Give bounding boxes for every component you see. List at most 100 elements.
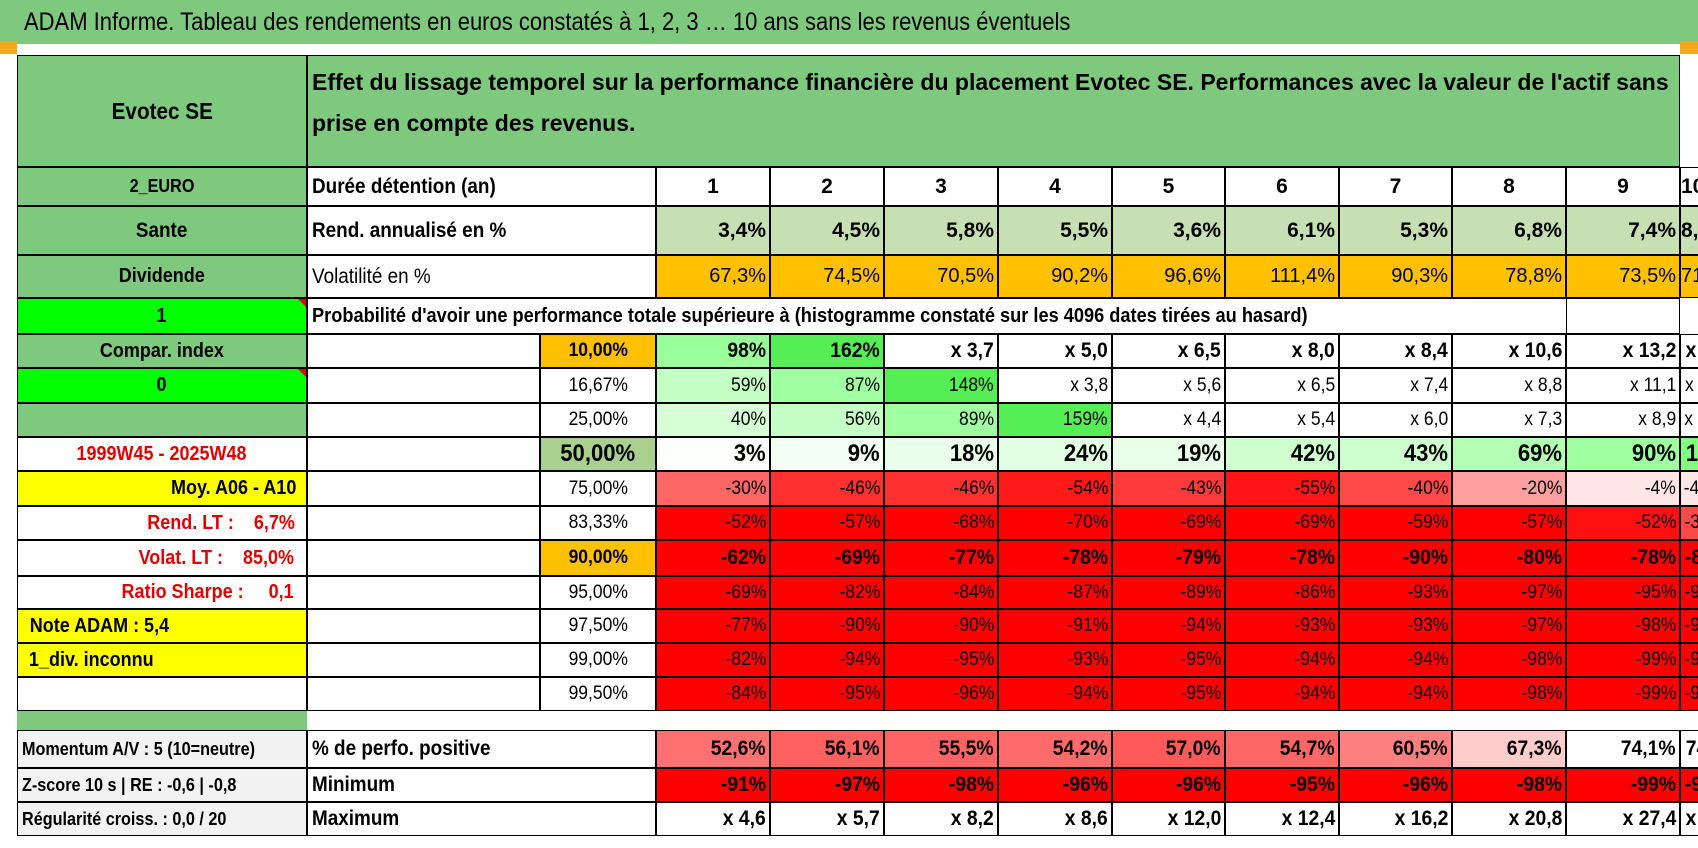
percentile-label-text: 16,67% [568, 374, 628, 396]
percentile-label: 99,50% [540, 677, 656, 711]
percentile-value: 19% [1112, 437, 1225, 471]
summary-value: -97% [770, 768, 884, 802]
left-cell-0: Evotec SE [17, 55, 307, 167]
percentile-value: -98% [1452, 677, 1566, 711]
percentile-value-text: -46% [839, 477, 880, 499]
year-header-text: 4 [1049, 174, 1061, 198]
summary-value-text: -95% [1289, 773, 1335, 796]
percentile-value-text: 42% [1290, 440, 1335, 467]
left-cell-15 [17, 677, 307, 711]
percentile-value-text: x 10,6 [1508, 339, 1562, 362]
percentile-value: -87% [998, 576, 1112, 609]
percentile-label: 95,00% [540, 576, 656, 609]
percentile-value-text: x 9,4 [1684, 409, 1698, 430]
title-bar: ADAM Informe. Tableau des rendements en … [0, 0, 1698, 44]
summary-value-text: 55,5% [939, 737, 994, 760]
percentile-value: -79% [1112, 540, 1225, 576]
rend-value: 8,2% [1680, 206, 1698, 255]
left-cell-10-text: Rend. LT : 6,7% [147, 511, 295, 534]
left-cell-13: Note ADAM : 5,4 [17, 609, 307, 643]
percentile-value-text: -97% [1521, 581, 1562, 603]
percentile-value-text: -78% [1062, 546, 1108, 569]
percentile-value-text: -95% [1180, 683, 1221, 704]
left-cell-5: Compar. index [17, 334, 307, 368]
percentile-value-text: -59% [1407, 512, 1448, 533]
label-rend: Rend. annualisé en % [307, 206, 656, 255]
percentile-value: -69% [656, 576, 770, 609]
volat-value-text: 96,6% [1164, 265, 1221, 287]
percentile-value: -77% [884, 540, 998, 576]
percentile-value-text: -94% [1407, 649, 1448, 670]
pct-spacer [307, 609, 540, 643]
year-header: 10 [1680, 167, 1698, 206]
percentile-value-text: 43% [1403, 440, 1448, 467]
summary-label: Maximum [307, 802, 656, 836]
summary-value-text: x 38,6 [1685, 807, 1698, 830]
percentile-value-text: -20% [1521, 477, 1562, 499]
volat-value: 90,2% [998, 255, 1112, 298]
volat-value: 78,8% [1452, 255, 1566, 298]
percentile-value: -70% [998, 506, 1112, 540]
year-header: 4 [998, 167, 1112, 206]
summary-value: 56,1% [770, 730, 884, 768]
percentile-value-text: -92% [1684, 581, 1698, 603]
percentile-value-text: -43% [1180, 477, 1221, 499]
summary-value: -91% [656, 768, 770, 802]
percentile-value-text: -93% [1294, 615, 1335, 636]
summary-value: 57,0% [1112, 730, 1225, 768]
summary-value: 54,2% [998, 730, 1112, 768]
percentile-value-text: -94% [1067, 683, 1108, 704]
percentile-value-text: 24% [1063, 440, 1108, 467]
percentile-value-text: -69% [1294, 512, 1335, 533]
left-cell-0-text: Evotec SE [111, 97, 213, 124]
percentile-label-text: 83,33% [568, 512, 628, 533]
percentile-value-text: -69% [1180, 512, 1221, 533]
percentile-value: -82% [656, 643, 770, 677]
percentile-value-text: -57% [839, 512, 880, 533]
summary-value: 60,5% [1339, 730, 1452, 768]
percentile-value: -69% [1225, 506, 1339, 540]
summary-value: x 12,4 [1225, 802, 1339, 836]
left-cell-14: 1_div. inconnu [17, 643, 307, 677]
summary-value-text: x 8,2 [951, 807, 994, 830]
left-cell-4-text: 1 [156, 304, 168, 327]
left-cell-11: Volat. LT : 85,0% [17, 540, 307, 576]
summary-left-text: Régularité croiss. : 0,0 / 20 [22, 808, 227, 829]
summary-value-text: 54,7% [1280, 737, 1335, 760]
summary-value: -99% [1566, 768, 1680, 802]
year-header: 7 [1339, 167, 1452, 206]
summary-value-text: 74,1% [1621, 737, 1676, 760]
percentile-value: 69% [1452, 437, 1566, 471]
rend-value: 6,1% [1225, 206, 1339, 255]
percentile-value-text: -52% [1635, 512, 1676, 533]
probability-label-text: Probabilité d'avoir une performance tota… [312, 304, 1308, 327]
percentile-value: x 5,6 [1112, 368, 1225, 403]
percentile-value: -68% [884, 506, 998, 540]
percentile-value: x 6,0 [1339, 403, 1452, 437]
percentile-value: -97% [1680, 677, 1698, 711]
percentile-value-text: -82% [725, 649, 766, 670]
percentile-value: -20% [1452, 471, 1566, 506]
percentile-value: -96% [884, 677, 998, 711]
volat-value-text: 71,0% [1681, 265, 1698, 287]
volat-value-text: 74,5% [823, 265, 880, 287]
pct-spacer [307, 437, 540, 471]
year-header: 6 [1225, 167, 1339, 206]
summary-value-text: 52,6% [711, 737, 766, 760]
volat-value-text: 111,4% [1270, 265, 1335, 287]
percentile-value: -97% [1452, 609, 1566, 643]
percentile-value: -80% [1452, 540, 1566, 576]
summary-value-text: 57,0% [1166, 737, 1221, 760]
summary-label-text: Minimum [312, 773, 395, 796]
percentile-value: 43% [1339, 437, 1452, 471]
percentile-label: 83,33% [540, 506, 656, 540]
percentile-value: -91% [998, 609, 1112, 643]
percentile-value-text: 89% [959, 409, 994, 430]
percentile-value: 9% [770, 437, 884, 471]
volat-value: 70,5% [884, 255, 998, 298]
percentile-label-text: 90,00% [568, 547, 628, 568]
percentile-value-text: -70% [1067, 512, 1108, 533]
volat-value-text: 90,2% [1051, 265, 1108, 287]
left-cell-8-text: 1999W45 - 2025W48 [76, 442, 248, 465]
description-cell: Effet du lissage temporel sur la perform… [307, 55, 1680, 167]
